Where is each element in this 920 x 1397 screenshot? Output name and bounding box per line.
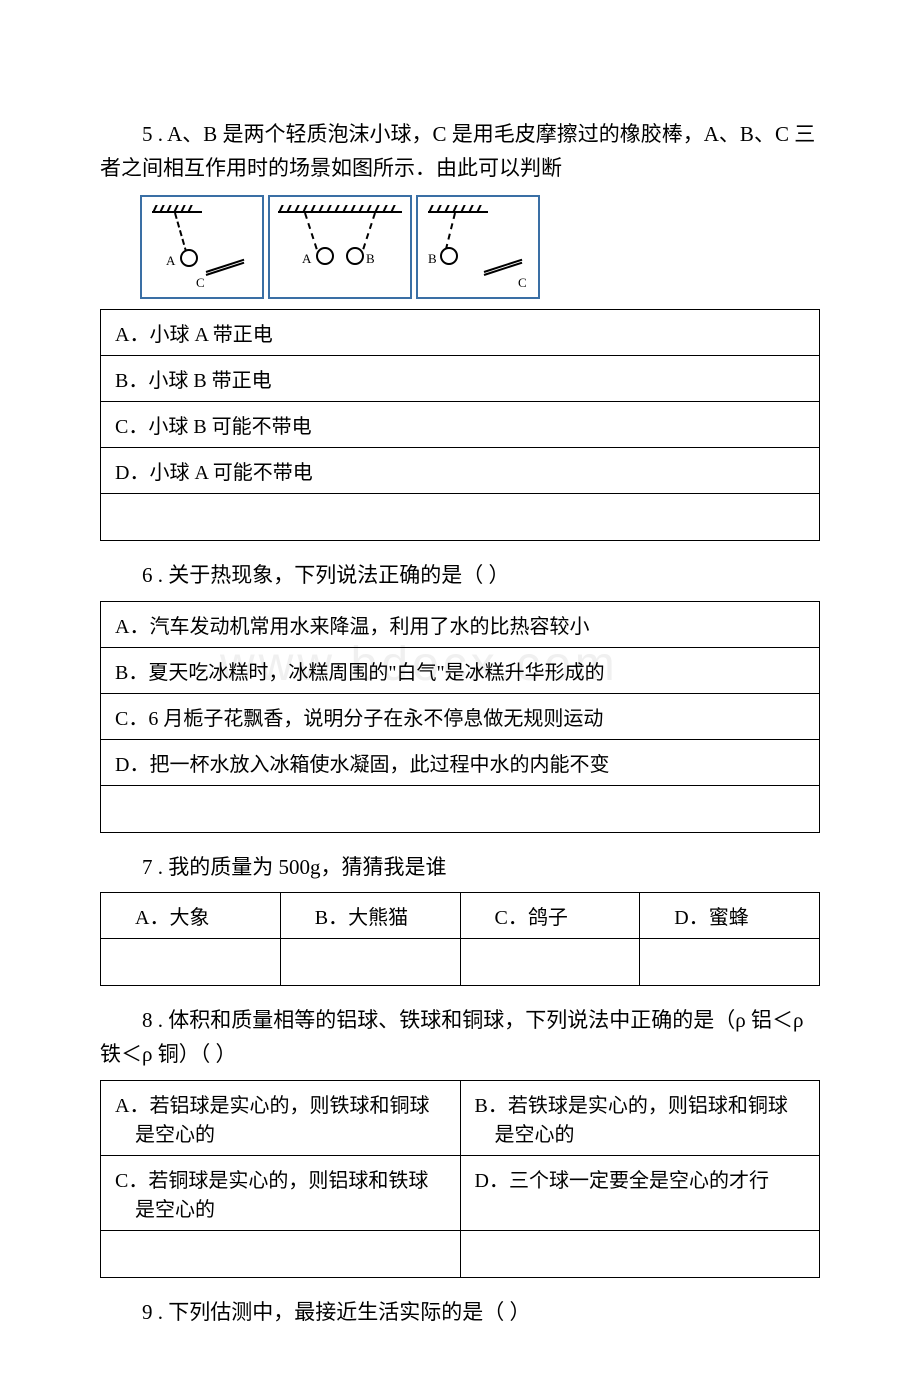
label-b-3: B [428,251,437,267]
q6-opt-b: B．夏天吃冰糕时，冰糕周围的"白气"是冰糕升华形成的 [101,647,820,693]
q6-opt-a: A．汽车发动机常用水来降温，利用了水的比热容较小 [101,601,820,647]
q7-opt-c: C．鸽子 [460,893,640,939]
label-a-1: A [166,253,175,269]
q8-opt-c: C．若铜球是实心的，则铝球和铁球是空心的 [101,1155,461,1230]
q7-opt-a: A．大象 [101,893,281,939]
q8-blank-1 [101,1230,461,1277]
q7-blank-3 [460,939,640,986]
q8-opt-d: D．三个球一定要全是空心的才行 [460,1155,820,1230]
q9-text: 9 . 下列估测中，最接近生活实际的是（ ） [100,1296,820,1330]
q5-fig-ac: A C [140,195,264,299]
label-c-3: C [518,275,527,291]
q8-text: 8 . 体积和质量相等的铝球、铁球和铜球，下列说法中正确的是（ρ 铝＜ρ 铁＜ρ… [100,1004,820,1071]
q5-opt-d: D．小球 A 可能不带电 [101,448,820,494]
q7-opt-d: D．蜜蜂 [640,893,820,939]
q5-opt-b: B．小球 B 带正电 [101,356,820,402]
q6-options: A．汽车发动机常用水来降温，利用了水的比热容较小 B．夏天吃冰糕时，冰糕周围的"… [100,601,820,833]
q5-opt-c: C．小球 B 可能不带电 [101,402,820,448]
exam-page: 5 . A、B 是两个轻质泡沫小球，C 是用毛皮摩擦过的橡胶棒，A、B、C 三者… [0,0,920,1397]
q8-opt-a: A．若铝球是实心的，则铁球和铜球是空心的 [101,1080,461,1155]
q8-blank-2 [460,1230,820,1277]
q5-blank [101,494,820,541]
q8-opt-b: B．若铁球是实心的，则铝球和铜球是空心的 [460,1080,820,1155]
q5-opt-a: A．小球 A 带正电 [101,310,820,356]
q6-opt-d: D．把一杯水放入冰箱使水凝固，此过程中水的内能不变 [101,739,820,785]
q6-opt-c: C．6 月栀子花飘香，说明分子在永不停息做无规则运动 [101,693,820,739]
q6-blank [101,785,820,832]
q5-text: 5 . A、B 是两个轻质泡沫小球，C 是用毛皮摩擦过的橡胶棒，A、B、C 三者… [100,118,820,185]
q7-blank-2 [280,939,460,986]
label-c-1: C [196,275,205,291]
q6-text: 6 . 关于热现象，下列说法正确的是（ ） [100,559,820,593]
q7-options: A．大象 B．大熊猫 C．鸽子 D．蜜蜂 [100,892,820,986]
q5-options: A．小球 A 带正电 B．小球 B 带正电 C．小球 B 可能不带电 D．小球 … [100,309,820,541]
q8-options: A．若铝球是实心的，则铁球和铜球是空心的 B．若铁球是实心的，则铝球和铜球是空心… [100,1080,820,1278]
q5-figures: A C A B [140,195,820,299]
label-b-2: B [366,251,375,267]
q7-opt-b: B．大熊猫 [280,893,460,939]
q7-blank-4 [640,939,820,986]
q5-fig-ab: A B [268,195,412,299]
label-a-2: A [302,251,311,267]
q7-blank-1 [101,939,281,986]
q7-text: 7 . 我的质量为 500g，猜猜我是谁 [100,851,820,885]
q5-fig-bc: B C [416,195,540,299]
